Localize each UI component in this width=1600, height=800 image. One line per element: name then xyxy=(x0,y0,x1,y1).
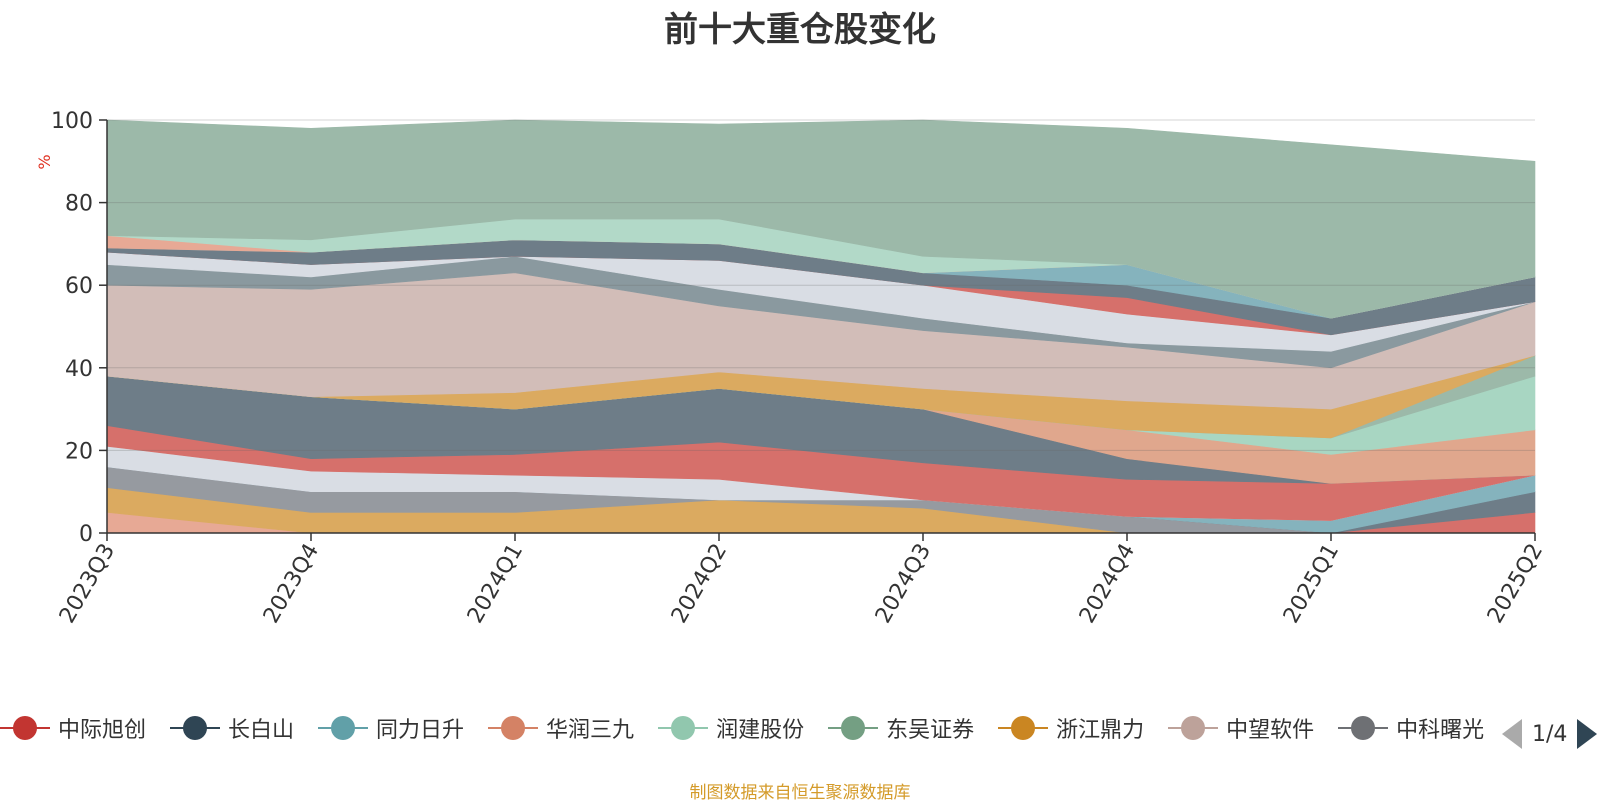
legend-item-label: 中科曙光 xyxy=(1396,718,1485,743)
legend-marker-icon xyxy=(998,716,1049,740)
area-series-21 xyxy=(106,119,1536,319)
legend-item[interactable]: 长白山 xyxy=(170,712,294,744)
legend-item-label: 中际旭创 xyxy=(58,718,147,743)
x-tick-label: 2024Q1 xyxy=(463,540,528,628)
legend-prev-page-button[interactable] xyxy=(1502,719,1522,749)
x-tick-label: 2023Q3 xyxy=(55,540,120,628)
legend-marker-icon xyxy=(170,716,221,740)
legend-item-label: 浙江鼎力 xyxy=(1056,718,1145,743)
legend-item[interactable]: 同力日升 xyxy=(318,712,464,744)
legend-item[interactable]: 东吴证券 xyxy=(828,712,974,744)
legend-pager: 1/4 xyxy=(1500,716,1600,752)
chart-title: 前十大重仓股变化 xyxy=(664,10,936,50)
legend-item[interactable]: 中科曙光 xyxy=(1338,712,1484,744)
x-tick-label: 2024Q4 xyxy=(1075,540,1140,628)
legend-marker-icon xyxy=(0,716,50,740)
legend-page-indicator: 1/4 xyxy=(1532,721,1568,747)
x-tick-label: 2024Q3 xyxy=(871,540,936,628)
y-tick-label: 20 xyxy=(65,439,93,464)
legend-item[interactable]: 华润三九 xyxy=(488,712,634,744)
legend-next-page-button[interactable] xyxy=(1577,719,1598,749)
y-tick-label: 0 xyxy=(79,522,93,547)
legend-item-label: 中望软件 xyxy=(1226,718,1315,743)
legend-item-label: 同力日升 xyxy=(376,718,465,743)
y-axis-label: % xyxy=(35,154,54,169)
legend-item[interactable]: 润建股份 xyxy=(658,712,804,744)
y-tick-label: 100 xyxy=(51,109,93,134)
legend-marker-icon xyxy=(318,716,369,740)
area-chart: 0 20 40 60 80 100% 2023Q3 2023Q4 2024Q1 2024Q2 202… xyxy=(35,109,1548,628)
y-tick-label: 60 xyxy=(65,274,93,299)
x-tick-label: 2025Q2 xyxy=(1483,540,1548,628)
legend-item[interactable]: 中际旭创 xyxy=(0,712,146,744)
x-tick-label: 2023Q4 xyxy=(259,540,324,628)
legend: 中际旭创 长白山 同力日升 华润三九 润建股份 东吴证券 浙江鼎力 中望软件 中科曙光 xyxy=(0,712,1490,756)
legend-item[interactable]: 浙江鼎力 xyxy=(998,712,1144,744)
legend-item-label: 润建股份 xyxy=(716,718,805,743)
y-tick-label: 40 xyxy=(65,357,93,382)
legend-item[interactable]: 中望软件 xyxy=(1168,712,1314,744)
legend-item-label: 华润三九 xyxy=(546,718,635,743)
legend-item-label: 东吴证券 xyxy=(886,718,975,743)
legend-marker-icon xyxy=(1168,716,1219,740)
x-tick-label: 2024Q2 xyxy=(667,540,732,628)
legend-marker-icon xyxy=(828,716,879,740)
source-note: 制图数据来自恒生聚源数据库 xyxy=(689,783,911,800)
legend-marker-icon xyxy=(488,716,539,740)
legend-item-label: 长白山 xyxy=(228,718,295,743)
y-tick-label: 80 xyxy=(65,192,93,217)
x-tick-label: 2025Q1 xyxy=(1279,540,1344,628)
legend-marker-icon xyxy=(658,716,709,740)
legend-marker-icon xyxy=(1338,716,1389,740)
